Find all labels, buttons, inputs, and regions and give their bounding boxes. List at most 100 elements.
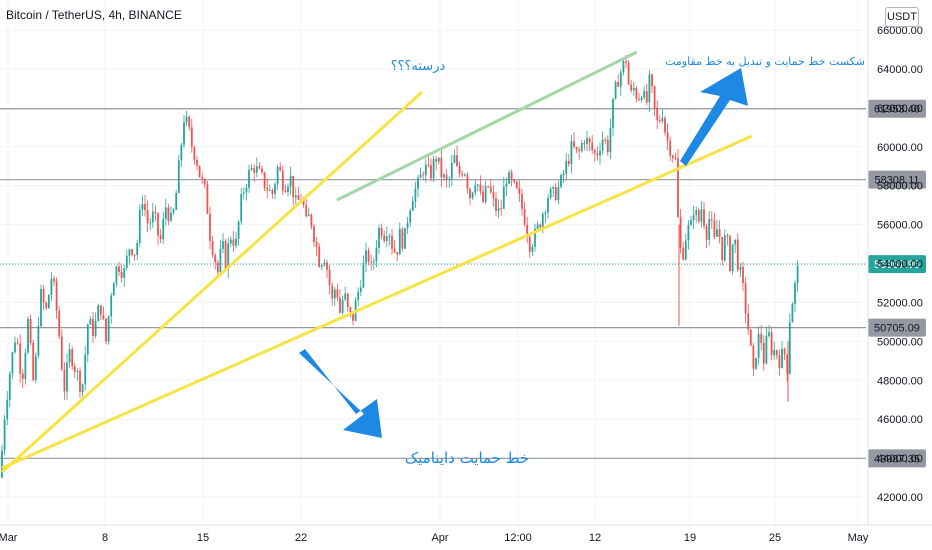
x-axis[interactable]: Mar 8 15 22 Apr 12:00 12 19 25 May	[0, 524, 932, 544]
candle-body	[245, 187, 248, 193]
candle-body	[721, 236, 724, 261]
candle-body	[586, 138, 588, 144]
candle-body	[482, 191, 484, 202]
candle-body	[58, 310, 61, 337]
candle-body	[791, 304, 794, 323]
candle-body	[60, 336, 63, 370]
candle-body	[606, 140, 609, 153]
candle-body	[684, 240, 687, 260]
candle-body	[627, 62, 630, 85]
level-label: 43987.35	[874, 453, 920, 465]
candle-body	[508, 172, 510, 184]
candle-body	[588, 138, 591, 143]
candle-body	[99, 305, 102, 315]
candle-body	[463, 174, 466, 176]
candle-body	[703, 209, 705, 227]
candle-body	[32, 342, 35, 381]
candle-body	[487, 186, 490, 188]
candle-body	[248, 170, 250, 188]
candle-body	[552, 187, 555, 189]
candle-body	[643, 91, 646, 98]
candle-body	[476, 184, 479, 186]
candle-body	[183, 122, 185, 145]
candle-body	[125, 255, 128, 269]
candle-body	[492, 192, 495, 199]
x-tick-label: 8	[102, 532, 108, 544]
candle-body	[229, 239, 232, 244]
candle-body	[170, 212, 172, 221]
candle-body	[570, 141, 573, 165]
x-tick-label: May	[848, 532, 869, 544]
candle-body	[757, 333, 760, 358]
candle-body	[250, 168, 253, 171]
candle-body	[612, 98, 614, 128]
candle-body	[450, 162, 453, 179]
chart-title: Bitcoin / TetherUS, 4h, BINANCE	[6, 8, 182, 22]
candle-body	[669, 140, 672, 156]
trendline-green	[336, 50, 638, 202]
candle-body	[157, 213, 159, 236]
y-tick-label: 62000.00	[877, 103, 923, 115]
candle-body	[144, 203, 146, 211]
candle-body	[391, 235, 393, 249]
y-tick-label: 46000.00	[877, 414, 923, 426]
candle-body	[760, 333, 763, 343]
candle-body	[11, 352, 14, 374]
candle-body	[274, 184, 276, 195]
candle-body	[388, 235, 391, 237]
candle-body	[557, 186, 560, 201]
trendlines	[0, 50, 753, 474]
candle-body	[68, 349, 71, 363]
candle-body	[788, 322, 791, 374]
candle-body	[453, 155, 456, 163]
candle-body	[180, 144, 183, 161]
candle-body	[664, 117, 666, 133]
candle-body	[762, 342, 765, 364]
candle-body	[167, 207, 170, 221]
candle-body	[63, 369, 66, 392]
currency-button[interactable]: USDT	[885, 7, 919, 27]
candle-body	[177, 160, 180, 193]
y-tick-label: 54000.00	[877, 259, 923, 271]
candle-body	[367, 250, 370, 262]
candle-body	[8, 373, 11, 400]
candle-body	[752, 345, 755, 369]
y-tick-label: 58000.00	[877, 181, 923, 193]
trendline-yellow-support	[1, 134, 753, 470]
candle-body	[599, 150, 601, 156]
candle-body	[258, 166, 261, 169]
candle-body	[521, 193, 523, 209]
last-price-tag	[868, 255, 926, 274]
candle-body	[786, 354, 789, 374]
candle-body	[112, 283, 115, 296]
candle-body	[232, 239, 235, 246]
candle-body	[648, 74, 651, 103]
candle-body	[690, 220, 692, 225]
candle-body	[601, 139, 604, 151]
candle-body	[359, 287, 362, 292]
y-axis[interactable]: 42000.00 44000.00 46000.00 48000.00 50000.00…	[867, 0, 923, 525]
candle-body	[1, 450, 3, 478]
candle-body	[645, 91, 648, 103]
candle-body	[378, 227, 380, 248]
candle-body	[440, 157, 443, 178]
candle-body	[495, 198, 497, 211]
candle-body	[102, 314, 105, 319]
candle-body	[253, 168, 256, 173]
candle-body	[339, 297, 341, 313]
candle-body	[21, 373, 24, 380]
candle-body	[565, 160, 568, 174]
arrows	[299, 68, 748, 438]
candle-body	[692, 215, 695, 221]
candle-body	[419, 174, 422, 178]
candle-body	[279, 166, 282, 171]
candle-body	[775, 350, 778, 356]
candle-body	[734, 239, 737, 245]
candle-body	[302, 200, 305, 205]
candle-body	[14, 342, 16, 353]
candle-body	[235, 238, 237, 246]
candle-body	[531, 246, 534, 252]
candle-body	[443, 174, 445, 178]
candle-body	[110, 295, 113, 317]
